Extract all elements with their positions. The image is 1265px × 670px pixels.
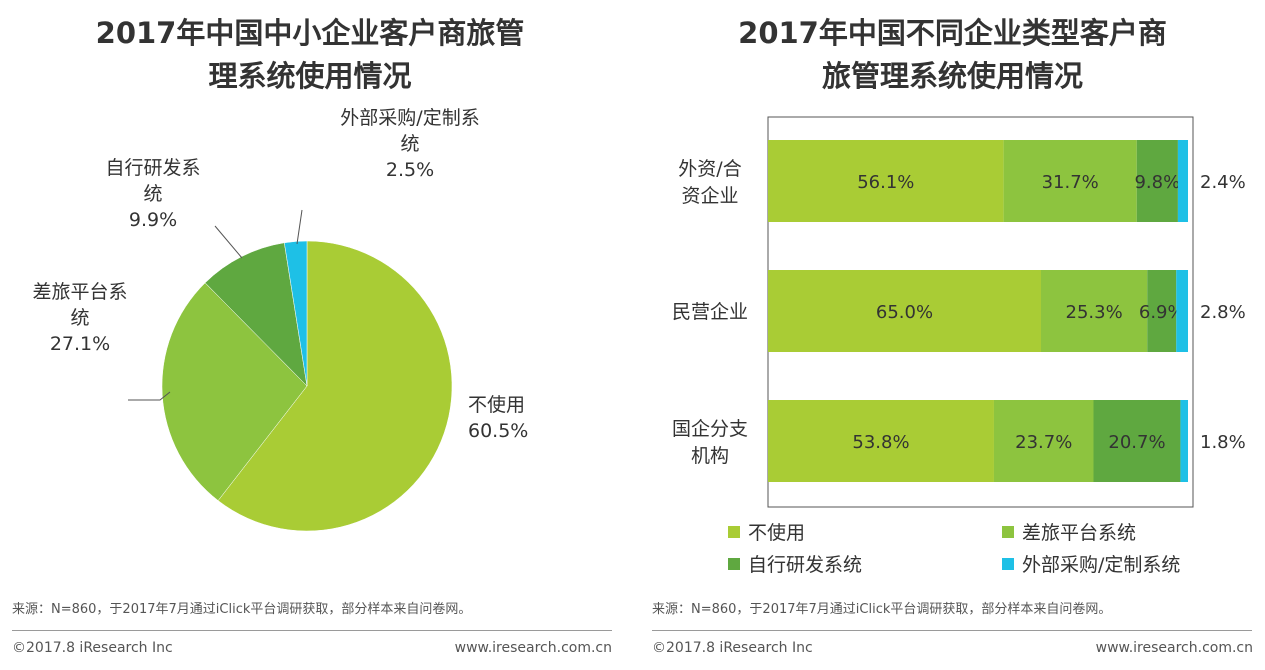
right-panel: 2017年中国不同企业类型客户商 旅管理系统使用情况 56.1% 31.7% 9.8… — [640, 0, 1265, 670]
pie-title-line-2: 理系统使用情况 — [208, 59, 412, 93]
bar-segment-self-developed-0 — [1136, 140, 1178, 222]
legend-label-self-developed: 自行研发系统 — [748, 554, 863, 576]
bar-segment-self-developed-1 — [1147, 270, 1177, 352]
legend-swatch-travel-platform — [1002, 525, 1014, 538]
pie-category-label-outsourced: 外部采购/定制系 — [340, 107, 479, 129]
pie-value-label-travel-platform: 27.1% — [50, 333, 110, 355]
pie-slice-outsourced — [284, 240, 308, 387]
copyright-text: ©2017.8 iResearch Inc — [12, 640, 173, 656]
pie-chart: 不使用60.5%差旅平台系统27.1%自行研发系统9.9%外部采购/定制系统2.… — [32, 107, 528, 532]
category-label-0: 资企业 — [681, 185, 738, 207]
bar-segment-not-used-2 — [768, 400, 994, 482]
legend-label-outsourced: 外部采购/定制系统 — [1022, 554, 1181, 576]
footer-divider-right — [652, 630, 1252, 631]
bar-value-label-not-used-0: 56.1% — [857, 172, 914, 193]
bar-segment-travel-platform-2 — [993, 400, 1094, 482]
copyright-text-right: ©2017.8 iResearch Inc — [652, 640, 813, 656]
legend-swatch-not-used — [728, 525, 740, 538]
pie-slice-not-used — [217, 240, 453, 532]
bar-title-line-1: 2017年中国不同企业类型客户商 — [738, 16, 1167, 50]
pie-slice-self-developed — [204, 242, 308, 387]
category-label-2: 机构 — [691, 445, 729, 467]
left-panel: 2017年中国中小企业客户商旅管 理系统使用情况 不使用 60.5% 差旅平台系统 2… — [0, 0, 620, 670]
bar-value-label-outsourced-0: 2.4% — [1200, 172, 1246, 193]
bar-value-label-not-used-2: 53.8% — [852, 432, 909, 453]
bar-value-label-travel-platform-1: 25.3% — [1066, 302, 1123, 323]
bar-value-label-travel-platform-2: 23.7% — [1015, 432, 1072, 453]
pie-leader-self-developed — [214, 225, 243, 259]
pie-value-label-not-used: 60.5% — [468, 420, 528, 442]
bar-value-label-travel-platform-0: 31.7% — [1042, 172, 1099, 193]
legend-item-outsourced: 外部采购/定制系统 — [1002, 550, 1180, 577]
pie-category-label-not-used: 不使用 — [468, 394, 525, 416]
bar-segment-outsourced-2 — [1180, 400, 1188, 482]
source-note: 来源：N=860，于2017年7月通过iClick平台调研获取，部分样本来自问卷… — [12, 602, 472, 617]
pie-value-label-outsourced: 2.5% — [386, 159, 434, 181]
bar-segment-travel-platform-0 — [1003, 140, 1137, 222]
legend-swatch-self-developed — [728, 557, 740, 570]
bar-title-line-2: 旅管理系统使用情况 — [821, 59, 1083, 93]
bar-value-label-self-developed-2: 20.7% — [1108, 432, 1165, 453]
legend-label-travel-platform: 差旅平台系统 — [1022, 522, 1137, 544]
pie-value-label-self-developed: 9.9% — [129, 209, 177, 231]
pie-leader-outsourced — [296, 209, 303, 245]
pie-category-label-self-developed: 自行研发系 — [105, 157, 200, 179]
bar-segment-self-developed-2 — [1093, 400, 1181, 482]
pie-title-line-1: 2017年中国中小企业客户商旅管 — [95, 16, 525, 50]
bar-value-label-self-developed-1: 6.9% — [1139, 302, 1185, 323]
legend-item-self-developed: 自行研发系统 — [728, 550, 862, 577]
pie-category-label-travel-platform: 差旅平台系 — [32, 281, 127, 303]
bar-segment-travel-platform-1 — [1041, 270, 1148, 352]
bar-chart-title: 2017年中国不同企业类型客户商 旅管理系统使用情况 — [640, 12, 1265, 98]
pie-leader-travel-platform — [128, 391, 171, 401]
bar-value-label-not-used-1: 65.0% — [876, 302, 933, 323]
bar-segment-outsourced-0 — [1177, 140, 1188, 222]
pie-slice-travel-platform — [161, 282, 308, 501]
bar-segment-not-used-0 — [768, 140, 1004, 222]
bar-value-label-outsourced-2: 1.8% — [1200, 432, 1246, 453]
legend-swatch-outsourced — [1002, 557, 1014, 570]
legend-item-not-used: 不使用 — [728, 518, 805, 545]
pie-category-label-travel-platform: 统 — [70, 307, 89, 329]
website-link-right[interactable]: www.iresearch.com.cn — [1095, 640, 1253, 656]
pie-category-label-outsourced: 统 — [400, 133, 419, 155]
category-label-2: 国企分支 — [672, 418, 748, 440]
bar-segment-outsourced-1 — [1176, 270, 1188, 352]
bar-value-label-self-developed-0: 9.8% — [1134, 172, 1180, 193]
legend-item-travel-platform: 差旅平台系统 — [1002, 518, 1136, 545]
bar-value-label-outsourced-1: 2.8% — [1200, 302, 1246, 323]
pie-chart-title: 2017年中国中小企业客户商旅管 理系统使用情况 — [0, 12, 620, 98]
website-link[interactable]: www.iresearch.com.cn — [454, 640, 612, 656]
bar-segment-not-used-1 — [768, 270, 1041, 352]
source-note-right: 来源：N=860，于2017年7月通过iClick平台调研获取，部分样本来自问卷… — [652, 602, 1112, 617]
category-label-0: 外资/合 — [678, 158, 741, 180]
category-label-1: 民营企业 — [672, 301, 748, 323]
footer-divider — [12, 630, 612, 631]
legend-label-not-used: 不使用 — [748, 522, 806, 544]
pie-category-label-self-developed: 统 — [143, 183, 162, 205]
